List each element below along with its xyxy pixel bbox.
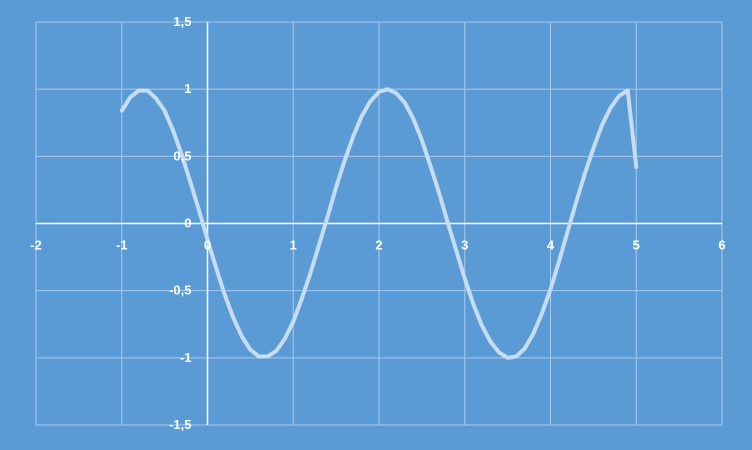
y-tick-label: -1 xyxy=(180,350,192,365)
series-line xyxy=(119,87,639,360)
y-tick-label: 0 xyxy=(184,216,191,231)
axes xyxy=(36,22,722,425)
x-tick-label: 6 xyxy=(718,238,725,253)
tick-labels: -2 -1 0 1 2 3 4 5 6 1,5 1 0,5 0 -0,5 -1 -1,5 xyxy=(30,14,725,432)
x-tick-label: 5 xyxy=(633,238,640,253)
x-tick-label: 2 xyxy=(375,238,382,253)
x-tick-label: -1 xyxy=(116,238,128,253)
y-tick-label: -0,5 xyxy=(169,283,191,298)
y-tick-label: 1 xyxy=(184,81,191,96)
x-tick-label: 4 xyxy=(547,238,555,253)
y-tick-label: 1,5 xyxy=(173,14,191,29)
x-tick-label: 1 xyxy=(290,238,297,253)
x-tick-label: 0 xyxy=(204,238,211,253)
y-tick-label: -1,5 xyxy=(169,417,191,432)
x-tick-label: 3 xyxy=(461,238,468,253)
series-layer xyxy=(119,87,639,360)
y-tick-label: 0,5 xyxy=(173,148,191,163)
x-tick-label: -2 xyxy=(30,238,42,253)
